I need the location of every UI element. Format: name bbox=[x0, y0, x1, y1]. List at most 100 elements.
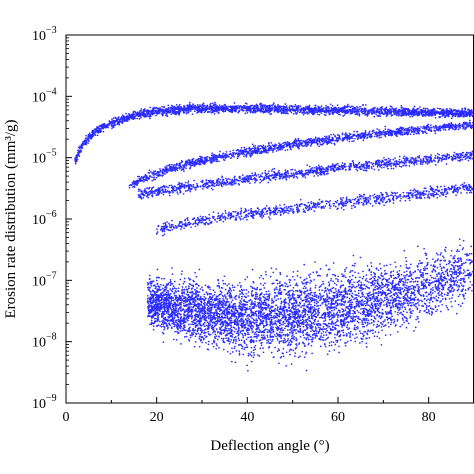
scatter-point bbox=[441, 125, 444, 128]
scatter-point bbox=[372, 165, 375, 167]
scatter-point bbox=[140, 178, 142, 181]
scatter-point bbox=[149, 117, 151, 120]
scatter-point bbox=[322, 110, 324, 113]
scatter-point bbox=[250, 149, 252, 151]
scatter-point bbox=[187, 111, 190, 114]
scatter-point bbox=[358, 111, 360, 113]
scatter-point bbox=[463, 123, 466, 125]
scatter-point bbox=[262, 179, 264, 182]
scatter-point bbox=[467, 159, 470, 162]
scatter-point bbox=[261, 107, 263, 110]
scatter-point bbox=[333, 142, 336, 145]
scatter-point bbox=[329, 165, 332, 168]
scatter-point bbox=[263, 110, 266, 113]
scatter-point bbox=[273, 110, 276, 113]
scatter-point bbox=[294, 109, 297, 111]
scatter-point bbox=[381, 159, 384, 162]
scatter-point bbox=[282, 142, 284, 145]
scatter-point bbox=[118, 119, 121, 122]
scatter-point bbox=[351, 111, 354, 114]
scatter-point bbox=[356, 137, 359, 140]
scatter-point bbox=[138, 118, 141, 120]
scatter-point bbox=[97, 130, 100, 132]
scatter-point bbox=[336, 140, 339, 143]
scatter-point bbox=[387, 108, 389, 111]
scatter-point bbox=[375, 111, 378, 114]
scatter-point bbox=[236, 157, 239, 160]
scatter-point bbox=[421, 163, 424, 166]
scatter-point bbox=[218, 183, 221, 186]
scatter-point bbox=[218, 109, 220, 111]
scatter-point bbox=[295, 113, 298, 115]
scatter-point bbox=[410, 156, 413, 159]
scatter-point bbox=[138, 114, 140, 117]
scatter-point bbox=[388, 129, 391, 132]
scatter-point bbox=[189, 110, 192, 112]
scatter-point bbox=[408, 130, 411, 133]
scatter-point bbox=[445, 155, 448, 158]
scatter-point bbox=[335, 139, 338, 141]
scatter-point bbox=[357, 106, 359, 109]
scatter-point bbox=[270, 142, 273, 144]
scatter-point bbox=[317, 106, 320, 109]
scatter-point bbox=[256, 107, 258, 110]
scatter-point bbox=[152, 176, 155, 179]
scatter-point bbox=[308, 109, 311, 112]
scatter-point bbox=[331, 111, 334, 114]
scatter-point bbox=[395, 114, 398, 117]
scatter-point bbox=[137, 182, 139, 185]
scatter-point bbox=[251, 143, 254, 146]
scatter-point bbox=[93, 130, 95, 132]
scatter-point bbox=[176, 167, 179, 170]
scatter-point bbox=[301, 111, 304, 114]
scatter-point bbox=[137, 190, 140, 192]
scatter-point bbox=[189, 101, 191, 104]
scatter-point bbox=[219, 178, 222, 181]
scatter-point bbox=[137, 188, 140, 191]
scatter-point bbox=[153, 106, 156, 109]
scatter-point bbox=[81, 142, 84, 145]
scatter-point bbox=[468, 119, 471, 122]
scatter-point bbox=[367, 110, 370, 112]
scatter-point bbox=[431, 112, 434, 115]
scatter-point bbox=[168, 166, 171, 168]
scatter-point bbox=[270, 148, 273, 150]
scatter-point bbox=[223, 104, 225, 107]
scatter-point bbox=[426, 126, 428, 129]
scatter-point bbox=[178, 105, 180, 107]
scatter-point bbox=[391, 114, 394, 116]
scatter-point bbox=[389, 111, 392, 113]
scatter-point bbox=[434, 132, 437, 135]
scatter-point bbox=[378, 111, 381, 114]
scatter-point bbox=[314, 104, 317, 107]
scatter-point bbox=[455, 114, 457, 116]
scatter-point bbox=[342, 139, 344, 142]
scatter-point bbox=[305, 141, 308, 144]
scatter-point bbox=[272, 151, 274, 153]
scatter-point bbox=[262, 104, 264, 107]
scatter-point bbox=[284, 103, 287, 105]
scatter-point bbox=[259, 178, 262, 181]
scatter-point bbox=[273, 106, 276, 108]
scatter-point bbox=[185, 167, 187, 170]
scatter-point bbox=[222, 107, 225, 110]
scatter-point bbox=[325, 135, 328, 138]
scatter-point bbox=[358, 133, 360, 136]
scatter-point bbox=[154, 178, 157, 181]
scatter-point bbox=[225, 154, 227, 156]
scatter-point bbox=[184, 108, 186, 111]
scatter-point bbox=[105, 124, 108, 126]
scatter-point bbox=[285, 106, 287, 109]
scatter-point bbox=[352, 105, 354, 108]
scatter-point bbox=[277, 105, 280, 107]
scatter-point bbox=[384, 158, 386, 161]
scatter-point bbox=[413, 105, 416, 108]
scatter-point bbox=[318, 110, 321, 113]
scatter-point bbox=[272, 103, 275, 106]
scatter-point bbox=[110, 122, 112, 124]
scatter-point bbox=[276, 147, 279, 150]
scatter-point bbox=[359, 105, 361, 108]
scatter-point bbox=[185, 109, 188, 112]
scatter-point bbox=[410, 126, 413, 129]
scatter-point bbox=[308, 165, 311, 168]
